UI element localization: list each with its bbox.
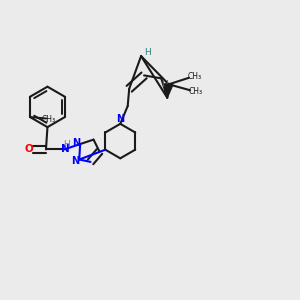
Text: O: O xyxy=(25,144,34,154)
Text: N: N xyxy=(72,138,80,148)
Text: H: H xyxy=(144,48,150,57)
Text: N: N xyxy=(61,144,69,154)
Text: CH₃: CH₃ xyxy=(42,116,56,124)
Polygon shape xyxy=(165,84,173,98)
Text: N: N xyxy=(116,114,124,124)
Text: H: H xyxy=(63,140,70,149)
Text: CH₃: CH₃ xyxy=(187,72,201,81)
Text: H: H xyxy=(161,80,168,89)
Text: N: N xyxy=(71,156,79,166)
Text: CH₃: CH₃ xyxy=(188,87,203,96)
